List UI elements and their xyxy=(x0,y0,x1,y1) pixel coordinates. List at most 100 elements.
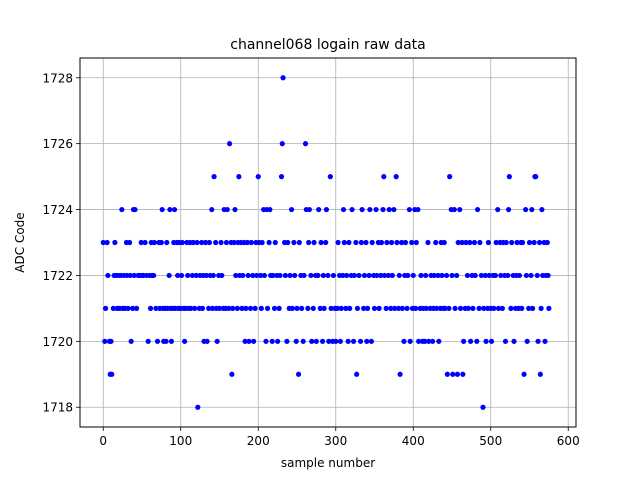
data-point xyxy=(444,371,450,377)
data-point xyxy=(439,272,445,279)
data-point xyxy=(166,272,172,279)
data-point xyxy=(316,206,322,213)
data-point xyxy=(495,206,501,213)
data-point xyxy=(293,338,299,344)
data-point xyxy=(302,141,309,147)
data-point xyxy=(287,272,293,279)
data-point xyxy=(145,338,151,344)
data-point xyxy=(388,305,394,311)
data-point xyxy=(486,272,492,279)
data-point xyxy=(213,239,219,246)
data-point xyxy=(353,239,359,246)
data-point xyxy=(449,272,455,279)
data-point xyxy=(416,338,422,344)
data-point xyxy=(508,305,514,311)
data-point xyxy=(223,239,230,246)
x-axis-ticks: 0 100 200 300 400 500 600 xyxy=(99,427,580,448)
data-point xyxy=(194,239,200,246)
data-point xyxy=(378,239,385,246)
data-point xyxy=(460,371,466,377)
data-point xyxy=(308,272,314,279)
data-point xyxy=(168,338,175,344)
data-point xyxy=(441,239,447,246)
data-point xyxy=(270,272,276,279)
data-point xyxy=(530,305,536,311)
axes-frame xyxy=(79,57,577,428)
data-point xyxy=(195,404,201,410)
data-point xyxy=(276,305,282,311)
data-point xyxy=(369,239,375,246)
data-point xyxy=(154,338,161,344)
data-point xyxy=(232,206,238,213)
data-point xyxy=(442,305,448,311)
data-point xyxy=(190,239,196,246)
data-point xyxy=(454,371,461,377)
data-point xyxy=(280,75,286,81)
data-point xyxy=(426,338,432,344)
data-point xyxy=(349,206,355,213)
data-point xyxy=(275,338,281,344)
x-tick-label: 600 xyxy=(557,434,580,448)
data-point xyxy=(514,239,520,246)
data-point xyxy=(231,239,237,246)
data-point xyxy=(423,305,430,311)
data-point xyxy=(112,239,118,246)
data-point xyxy=(243,305,249,311)
y-axis-ticks: 1718 1720 1722 1724 1726 1728 xyxy=(42,71,80,415)
x-tick-label: 500 xyxy=(479,434,502,448)
y-tick-label: 1720 xyxy=(42,335,73,349)
data-point xyxy=(264,305,271,311)
data-point xyxy=(258,305,264,311)
data-point xyxy=(192,305,198,311)
data-point xyxy=(418,272,424,279)
data-point xyxy=(246,338,252,344)
data-point xyxy=(485,239,492,246)
data-point xyxy=(206,305,212,311)
data-point xyxy=(392,305,398,311)
data-point xyxy=(363,239,369,246)
data-point xyxy=(175,272,181,279)
data-point xyxy=(301,272,307,279)
x-tick-label: 0 xyxy=(99,434,107,448)
y-tick-label: 1728 xyxy=(42,71,73,85)
data-point xyxy=(483,338,489,344)
data-point xyxy=(431,272,437,279)
data-point xyxy=(259,239,265,246)
data-point xyxy=(399,305,405,311)
data-point xyxy=(406,206,412,213)
data-point xyxy=(244,239,250,246)
x-axis-label: sample number xyxy=(281,456,375,470)
data-point xyxy=(279,141,285,147)
data-point xyxy=(359,206,365,213)
data-point xyxy=(108,338,114,344)
data-point xyxy=(433,239,439,246)
data-point xyxy=(261,272,268,279)
data-point xyxy=(474,338,480,344)
chart-title: channel068 logain raw data xyxy=(230,37,425,53)
data-point xyxy=(311,239,317,246)
data-point xyxy=(410,272,416,279)
data-point xyxy=(397,371,403,377)
data-point xyxy=(471,239,478,246)
data-point xyxy=(167,206,173,213)
data-point xyxy=(204,338,210,344)
data-points xyxy=(100,75,552,410)
data-point xyxy=(467,239,473,246)
data-point xyxy=(533,174,539,180)
data-point xyxy=(391,206,397,213)
data-point xyxy=(361,272,368,279)
data-point xyxy=(531,239,537,246)
data-point xyxy=(294,305,300,311)
data-point xyxy=(321,305,327,311)
y-axis-label: ADC Code xyxy=(13,212,27,272)
data-point xyxy=(323,206,330,213)
data-point xyxy=(325,272,331,279)
data-point xyxy=(327,174,333,180)
x-tick-label: 200 xyxy=(247,434,270,448)
data-point xyxy=(526,305,532,311)
data-point xyxy=(267,206,273,213)
data-point xyxy=(163,338,169,344)
data-point xyxy=(367,206,373,213)
data-point xyxy=(446,305,452,311)
